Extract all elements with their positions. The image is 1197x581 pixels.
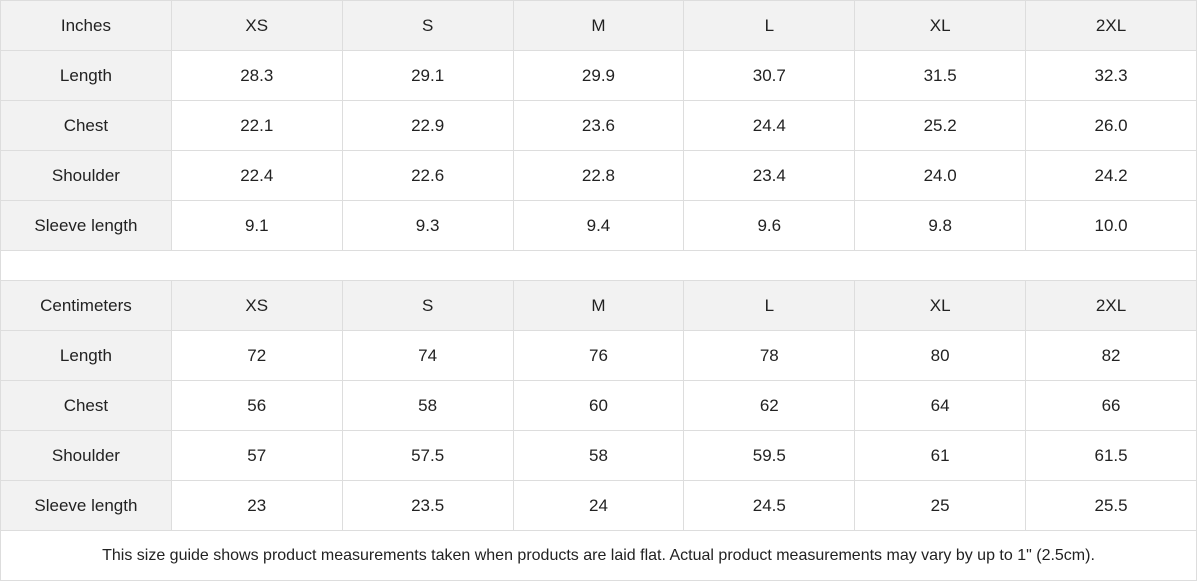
- size-header: S: [341, 0, 514, 51]
- measurement-value: 22.9: [341, 100, 514, 151]
- table-row: Length 28.3 29.1 29.9 30.7 31.5 32.3: [0, 50, 1197, 101]
- measurement-label: Sleeve length: [0, 480, 172, 531]
- measurement-label: Chest: [0, 380, 172, 431]
- measurement-label: Shoulder: [0, 430, 172, 481]
- measurement-label: Sleeve length: [0, 200, 172, 251]
- footer-row: This size guide shows product measuremen…: [0, 530, 1197, 581]
- size-header: M: [512, 280, 685, 331]
- measurement-value: 29.1: [341, 50, 514, 101]
- table-row: Length 72 74 76 78 80 82: [0, 330, 1197, 381]
- measurement-value: 78: [683, 330, 856, 381]
- header-row: Centimeters XS S M L XL 2XL: [0, 280, 1197, 331]
- measurement-value: 25.2: [854, 100, 1027, 151]
- measurement-value: 58: [512, 430, 685, 481]
- measurement-value: 57: [170, 430, 343, 481]
- measurement-value: 74: [341, 330, 514, 381]
- measurement-value: 25: [854, 480, 1027, 531]
- unit-label: Centimeters: [0, 280, 172, 331]
- measurement-label: Length: [0, 330, 172, 381]
- measurement-value: 28.3: [170, 50, 343, 101]
- measurement-value: 61.5: [1025, 430, 1197, 481]
- measurement-label: Length: [0, 50, 172, 101]
- measurement-value: 9.3: [341, 200, 514, 251]
- size-header: XL: [854, 280, 1027, 331]
- measurement-value: 9.8: [854, 200, 1027, 251]
- measurement-value: 24.5: [683, 480, 856, 531]
- size-header: M: [512, 0, 685, 51]
- measurement-value: 24: [512, 480, 685, 531]
- measurement-value: 76: [512, 330, 685, 381]
- measurement-value: 31.5: [854, 50, 1027, 101]
- table-row: Sleeve length 23 23.5 24 24.5 25 25.5: [0, 480, 1197, 531]
- footer-note: This size guide shows product measuremen…: [0, 530, 1197, 581]
- measurement-value: 59.5: [683, 430, 856, 481]
- measurement-value: 60: [512, 380, 685, 431]
- measurement-value: 23.6: [512, 100, 685, 151]
- measurement-value: 62: [683, 380, 856, 431]
- table-spacer: [0, 250, 1197, 281]
- measurement-value: 22.6: [341, 150, 514, 201]
- measurement-value: 23: [170, 480, 343, 531]
- measurement-value: 32.3: [1025, 50, 1197, 101]
- table-row: Sleeve length 9.1 9.3 9.4 9.6 9.8 10.0: [0, 200, 1197, 251]
- measurement-value: 9.4: [512, 200, 685, 251]
- size-header: XS: [170, 0, 343, 51]
- measurement-value: 26.0: [1025, 100, 1197, 151]
- measurement-value: 22.8: [512, 150, 685, 201]
- size-header: S: [341, 280, 514, 331]
- measurement-value: 82: [1025, 330, 1197, 381]
- measurement-value: 22.1: [170, 100, 343, 151]
- size-header: L: [683, 280, 856, 331]
- table-row: Chest 22.1 22.9 23.6 24.4 25.2 26.0: [0, 100, 1197, 151]
- size-header: XS: [170, 280, 343, 331]
- measurement-value: 24.2: [1025, 150, 1197, 201]
- table-row: Chest 56 58 60 62 64 66: [0, 380, 1197, 431]
- measurement-value: 56: [170, 380, 343, 431]
- measurement-value: 23.4: [683, 150, 856, 201]
- measurement-value: 66: [1025, 380, 1197, 431]
- measurement-value: 24.4: [683, 100, 856, 151]
- measurement-value: 10.0: [1025, 200, 1197, 251]
- size-header: 2XL: [1025, 0, 1197, 51]
- measurement-value: 57.5: [341, 430, 514, 481]
- measurement-value: 61: [854, 430, 1027, 481]
- measurement-value: 9.6: [683, 200, 856, 251]
- measurement-value: 72: [170, 330, 343, 381]
- size-header: L: [683, 0, 856, 51]
- size-header: XL: [854, 0, 1027, 51]
- unit-label: Inches: [0, 0, 172, 51]
- measurement-label: Shoulder: [0, 150, 172, 201]
- table-row: Shoulder 57 57.5 58 59.5 61 61.5: [0, 430, 1197, 481]
- spacer-cell: [0, 250, 1197, 281]
- measurement-value: 22.4: [170, 150, 343, 201]
- measurement-label: Chest: [0, 100, 172, 151]
- header-row: Inches XS S M L XL 2XL: [0, 0, 1197, 51]
- measurement-value: 58: [341, 380, 514, 431]
- measurement-value: 24.0: [854, 150, 1027, 201]
- measurement-value: 23.5: [341, 480, 514, 531]
- size-header: 2XL: [1025, 280, 1197, 331]
- measurement-value: 25.5: [1025, 480, 1197, 531]
- measurement-value: 9.1: [170, 200, 343, 251]
- measurement-value: 29.9: [512, 50, 685, 101]
- measurement-value: 64: [854, 380, 1027, 431]
- table-row: Shoulder 22.4 22.6 22.8 23.4 24.0 24.2: [0, 150, 1197, 201]
- measurement-value: 80: [854, 330, 1027, 381]
- measurement-value: 30.7: [683, 50, 856, 101]
